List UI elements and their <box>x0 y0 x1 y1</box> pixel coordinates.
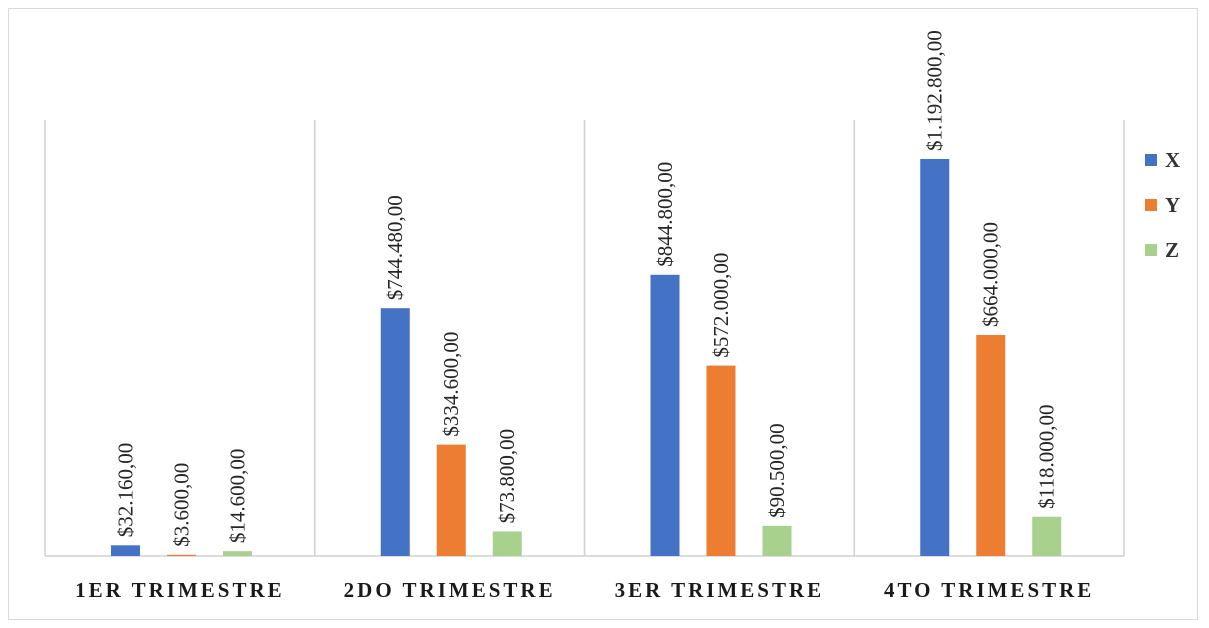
data-label-y-4: $664.000,00 <box>979 222 1003 327</box>
bar-y-4 <box>976 334 1006 556</box>
legend-swatch-x <box>1145 154 1157 166</box>
bar-z-3 <box>762 525 792 556</box>
bar-group <box>111 158 1062 556</box>
data-label-y-3: $572.000,00 <box>709 253 733 358</box>
category-label-3: 3ER TRIMESTRE <box>615 578 825 602</box>
legend-label-x: X <box>1165 148 1180 172</box>
data-label-x-2: $744.480,00 <box>383 195 407 300</box>
legend-label-y: Y <box>1165 193 1180 217</box>
bar-z-2 <box>492 531 522 556</box>
bar-z-4 <box>1032 516 1062 556</box>
bar-x-3 <box>650 274 680 556</box>
category-dividers <box>44 120 1125 556</box>
bar-y-2 <box>436 444 466 556</box>
data-label-y-1: $3.600,00 <box>170 463 194 547</box>
category-label-1: 1ER TRIMESTRE <box>75 578 285 602</box>
data-label-z-4: $118.000,00 <box>1035 404 1059 508</box>
legend-swatch-z <box>1145 244 1157 256</box>
legend-label-z: Z <box>1165 238 1179 262</box>
bar-y-1 <box>167 554 196 556</box>
bar-x-4 <box>920 158 950 556</box>
data-label-y-2: $334.600,00 <box>439 332 463 437</box>
category-label-4: 4TO TRIMESTRE <box>884 578 1094 602</box>
bar-x-1 <box>111 545 140 556</box>
data-label-x-1: $32.160,00 <box>114 443 138 538</box>
legend: XYZ <box>1145 148 1180 262</box>
data-label-z-3: $90.500,00 <box>765 423 789 518</box>
data-label-z-2: $73.800,00 <box>495 429 519 524</box>
category-labels: 1ER TRIMESTRE 2DO TRIMESTRE 3ER TRIMESTRE 4… <box>75 578 1094 602</box>
category-label-2: 2DO TRIMESTRE <box>344 578 556 602</box>
bar-y-3 <box>706 365 736 556</box>
legend-swatch-y <box>1145 199 1157 211</box>
data-label-x-4: $1.192.800,00 <box>923 30 947 151</box>
data-label-z-1: $14.600,00 <box>226 449 250 544</box>
data-label-x-3: $844.800,00 <box>653 162 677 267</box>
bar-z-1 <box>223 551 252 556</box>
data-labels: $32.160,00 $3.600,00 $14.600,00 $744.480,00… <box>114 30 1059 547</box>
bar-x-2 <box>380 308 410 556</box>
